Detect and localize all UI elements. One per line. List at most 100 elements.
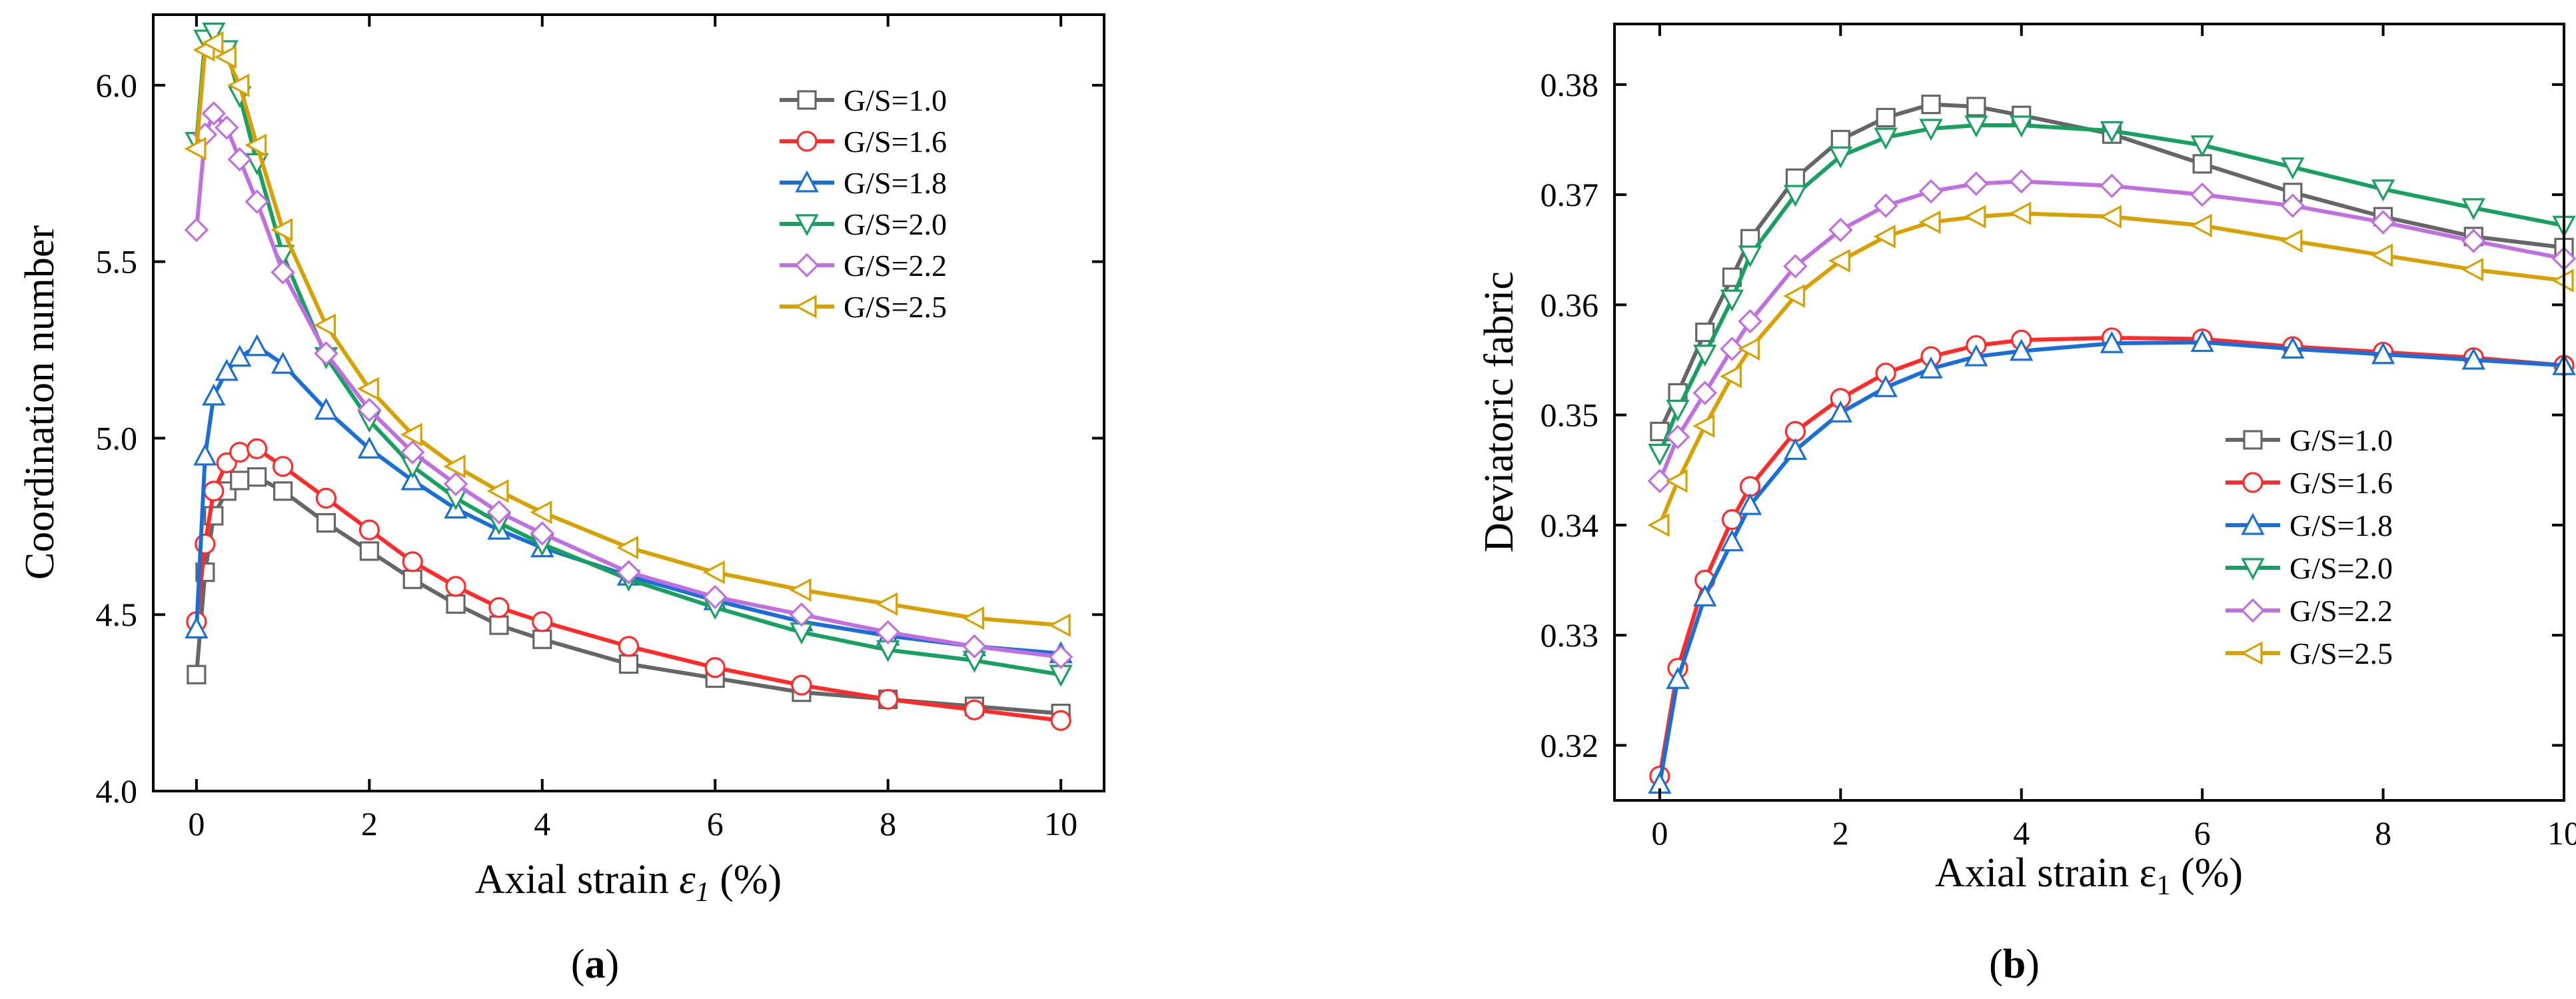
data-point-g-s-2-5 (184, 137, 207, 161)
data-point-g-s-1-0 (446, 594, 466, 614)
panel-b-series-g-s-2-2 (1647, 169, 2576, 494)
data-point-g-s-2-2 (1738, 309, 1762, 334)
panel-b-x-tick-label: 6 (2194, 814, 2211, 852)
panel-a-series-group (184, 22, 1073, 731)
data-point-g-s-2-2 (1964, 171, 1989, 196)
data-point-g-s-1-8 (1828, 400, 1852, 423)
data-point-g-s-2-2 (1828, 217, 1853, 243)
data-point-g-s-2-2 (2280, 193, 2305, 218)
data-point-g-s-2-2 (1048, 644, 1073, 670)
data-point-g-s-2-5 (214, 45, 237, 69)
data-point-g-s-1-6 (618, 636, 640, 657)
data-point-g-s-2-5 (1873, 225, 1896, 249)
data-point-g-s-2-2 (1918, 179, 1944, 204)
legend-item-g-s-1-6: G/S=1.6 (2226, 466, 2393, 500)
legend-swatch-marker (2240, 598, 2265, 623)
panel-b-caption-open: ( (1989, 942, 2003, 987)
data-point-g-s-2-2 (702, 584, 728, 610)
data-point-g-s-2-2 (400, 440, 425, 465)
legend-label: G/S=2.0 (844, 207, 947, 241)
data-point-g-s-1-8 (185, 616, 209, 639)
data-point-g-s-2-2 (1647, 469, 1672, 494)
data-point-g-s-2-2 (1783, 254, 1808, 279)
data-point-g-s-2-5 (314, 313, 336, 337)
data-point-g-s-2-5 (962, 606, 985, 630)
data-point-g-s-2-2 (201, 101, 227, 126)
panel-a-x-axis-title: Axial strain ε1 (%) (475, 857, 782, 908)
panel-a-series-g-s-1-6 (186, 438, 1071, 731)
data-point-g-s-1-6 (791, 674, 812, 696)
panel-a-caption-letter: a (585, 942, 606, 987)
data-point-g-s-2-2 (616, 560, 641, 584)
data-point-g-s-2-0 (202, 22, 226, 45)
data-point-g-s-2-0 (1648, 443, 1672, 466)
panel-b-x-axis-title-symbol: ε (2140, 850, 2157, 896)
data-point-g-s-2-5 (245, 133, 267, 157)
data-point-g-s-2-5 (201, 31, 224, 55)
data-point-g-s-2-5 (616, 535, 639, 560)
panel-a-series-g-s-2-5 (184, 31, 1071, 637)
panel-b-x-tick-label: 2 (1832, 814, 1849, 852)
legend-swatch-marker (2241, 512, 2265, 535)
legend-item-g-s-2-2: G/S=2.2 (780, 249, 947, 283)
data-point-g-s-2-5 (2190, 213, 2212, 238)
panel-b-y-tick-label: 0.36 (1541, 286, 1599, 323)
panel-a-y-tick-label: 6.0 (96, 67, 138, 104)
legend-item-g-s-2-5: G/S=2.5 (780, 290, 947, 324)
data-point-g-s-1-0 (489, 615, 509, 635)
data-point-g-s-1-0 (1921, 95, 1941, 115)
panel-a-x-tick-label: 2 (361, 805, 378, 842)
data-point-g-s-1-8 (314, 397, 338, 420)
data-point-g-s-1-6 (488, 597, 510, 618)
data-point-g-s-1-8 (1783, 438, 1808, 461)
panel-b-x-axis-title-subscript: 1 (2157, 870, 2171, 901)
data-point-g-s-2-5 (702, 560, 725, 584)
legend-label: G/S=2.5 (2289, 636, 2393, 670)
data-point-g-s-2-2 (2100, 173, 2124, 199)
data-point-g-s-1-0 (1966, 97, 1986, 117)
panel-a-caption-close: ) (606, 942, 620, 987)
data-point-g-s-1-8 (2371, 342, 2395, 365)
data-point-g-s-2-5 (1828, 249, 1850, 273)
data-point-g-s-2-2 (1873, 193, 1898, 218)
panel-a-x-axis-title-subscript: 1 (696, 877, 710, 908)
data-point-g-s-1-0 (187, 664, 207, 684)
legend-swatch-marker (2241, 558, 2265, 580)
data-point-g-s-1-6 (964, 699, 985, 720)
data-point-g-s-1-6 (445, 576, 466, 597)
data-point-g-s-2-0 (2371, 179, 2395, 202)
data-point-g-s-2-5 (1964, 205, 1986, 229)
data-point-g-s-2-5 (876, 592, 898, 616)
panel-b-plot-frame (1613, 23, 2565, 802)
panel-b-x-tick-label: 4 (2013, 814, 2030, 852)
data-point-g-s-2-0 (1874, 127, 1898, 150)
data-point-g-s-2-2 (271, 260, 295, 285)
legend-label: G/S=2.2 (2289, 594, 2393, 628)
data-point-g-s-1-0 (618, 654, 639, 674)
panel-b-chart: 0 2 4 6 8 10 0.32 0.33 0.34 0.35 0.36 0.37 0.38 G/S=… (1477, 23, 2576, 987)
data-point-g-s-2-5 (530, 500, 552, 524)
legend-item-g-s-1-8: G/S=1.8 (780, 166, 947, 200)
data-point-g-s-2-0 (1720, 289, 1744, 312)
panel-b-caption: (b) (1989, 942, 2040, 987)
data-point-g-s-1-0 (1876, 107, 1896, 128)
data-point-g-s-2-2 (1720, 337, 1744, 361)
legend-label: G/S=1.8 (2289, 508, 2393, 542)
legend-swatch-marker (795, 170, 819, 193)
legend-swatch-marker (2243, 430, 2263, 450)
data-point-g-s-1-8 (202, 383, 226, 406)
data-point-g-s-2-5 (227, 73, 250, 97)
data-point-g-s-2-5 (1692, 414, 1715, 438)
panel-b-series-g-s-2-5 (1647, 201, 2574, 537)
panel-b-ticks: 0 2 4 6 8 10 0.32 0.33 0.34 0.35 0.36 0.37 0.38 (1541, 24, 2576, 852)
data-point-g-s-2-2 (486, 500, 512, 524)
data-point-g-s-2-5 (789, 578, 812, 602)
panel-b-series-g-s-2-0 (1648, 115, 2576, 466)
data-point-g-s-2-2 (314, 341, 338, 366)
data-point-g-s-2-2 (789, 602, 814, 627)
panel-a-x-tick-label: 0 (188, 805, 205, 842)
data-point-g-s-2-0 (2281, 157, 2305, 180)
legend-label: G/S=1.0 (2289, 423, 2393, 457)
data-point-g-s-1-8 (245, 334, 269, 357)
data-point-g-s-2-5 (271, 218, 293, 242)
